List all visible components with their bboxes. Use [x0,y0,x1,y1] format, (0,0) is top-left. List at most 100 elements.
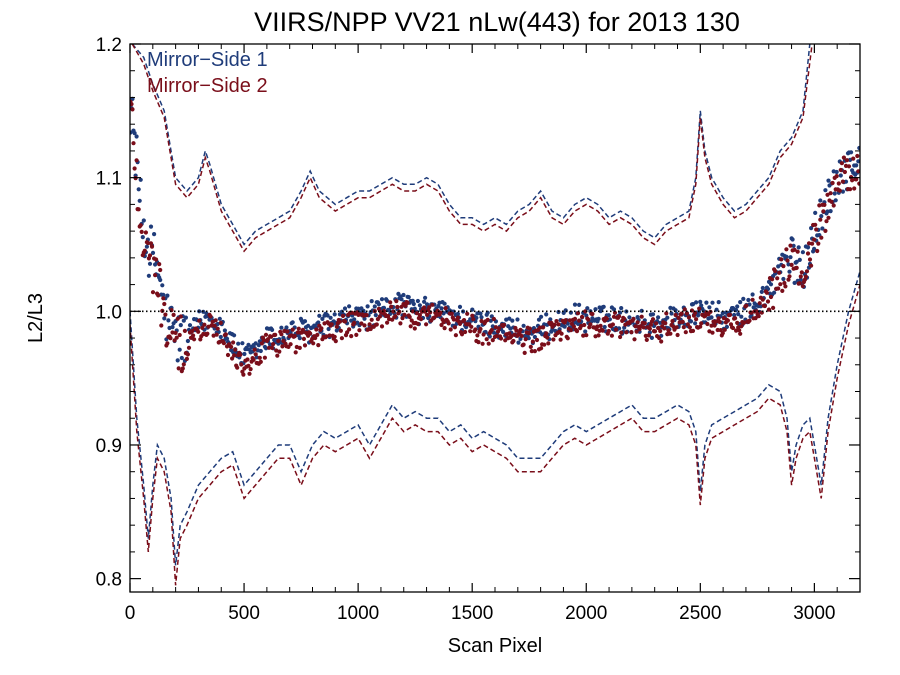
data-point [157,262,162,267]
data-point [269,334,274,339]
data-point [699,303,704,308]
data-point [759,289,764,294]
data-point [246,342,251,347]
data-point [459,332,465,337]
data-point [693,321,698,326]
data-point [800,284,806,289]
data-point [849,150,854,155]
data-point [224,336,230,341]
data-point [150,250,156,255]
data-point [395,304,400,310]
data-point [760,285,765,291]
data-point [136,187,141,192]
data-point [786,262,791,267]
data-point [359,321,364,326]
data-point [779,257,784,262]
data-point [722,327,727,332]
data-point [816,241,821,246]
data-point [606,328,611,334]
data-point [646,333,652,338]
data-point [473,327,478,332]
data-point [198,337,203,342]
data-point [280,344,285,349]
data-point [703,313,708,318]
data-point [258,348,263,354]
data-point [521,342,526,347]
data-point [153,273,158,278]
data-point [727,312,733,317]
data-point [247,371,252,376]
data-point [320,316,325,321]
data-point [515,317,520,322]
data-point [471,317,476,322]
data-point [338,328,343,333]
data-point [178,323,183,328]
data-point [181,318,186,323]
data-point [389,304,394,309]
data-point [593,307,598,312]
data-point [354,332,359,337]
data-point [282,328,287,334]
data-point [418,317,424,322]
data-point [826,215,831,220]
data-point [571,324,577,329]
y-tick-label: 0.9 [96,436,122,457]
data-point [150,290,156,295]
data-point [161,296,166,301]
data-point [501,329,506,334]
data-point [276,338,281,344]
data-point [147,253,153,258]
data-point [529,349,534,354]
data-point [292,334,297,339]
data-point [148,241,154,246]
data-point [313,335,318,341]
data-point [544,331,549,336]
data-point [187,323,193,328]
data-point [784,254,789,259]
data-point [733,316,738,321]
data-point [833,198,838,203]
data-point [572,302,578,307]
data-point [798,277,803,282]
data-point [144,244,149,249]
data-point [528,344,533,349]
data-point [725,318,731,323]
data-point [217,316,222,321]
data-point [792,247,797,252]
data-point [475,311,480,316]
data-point [684,311,690,316]
x-tick-label: 3000 [793,603,835,624]
data-point [546,341,551,346]
data-point [662,326,667,331]
data-point [240,341,245,346]
data-point [197,318,202,323]
data-point [622,316,627,321]
data-point [562,324,567,329]
data-point [542,342,547,347]
data-point [270,345,275,350]
data-point [232,333,237,338]
data-point [818,217,823,222]
data-point [575,311,581,316]
data-point [534,337,540,343]
data-point [182,328,187,333]
data-point [302,319,308,324]
data-point [475,333,480,338]
x-tick-label: 0 [125,603,136,624]
data-point [487,334,492,339]
data-point [430,302,435,307]
data-point [786,277,791,282]
data-point [257,355,262,360]
data-point [657,335,662,341]
data-point [788,255,793,260]
data-point [441,320,446,325]
data-point [205,331,210,336]
data-point [856,169,860,174]
data-point [715,327,720,333]
data-point [143,230,148,235]
data-point [253,341,258,346]
data-point [134,134,139,139]
data-point [709,323,714,328]
data-point [838,167,843,173]
